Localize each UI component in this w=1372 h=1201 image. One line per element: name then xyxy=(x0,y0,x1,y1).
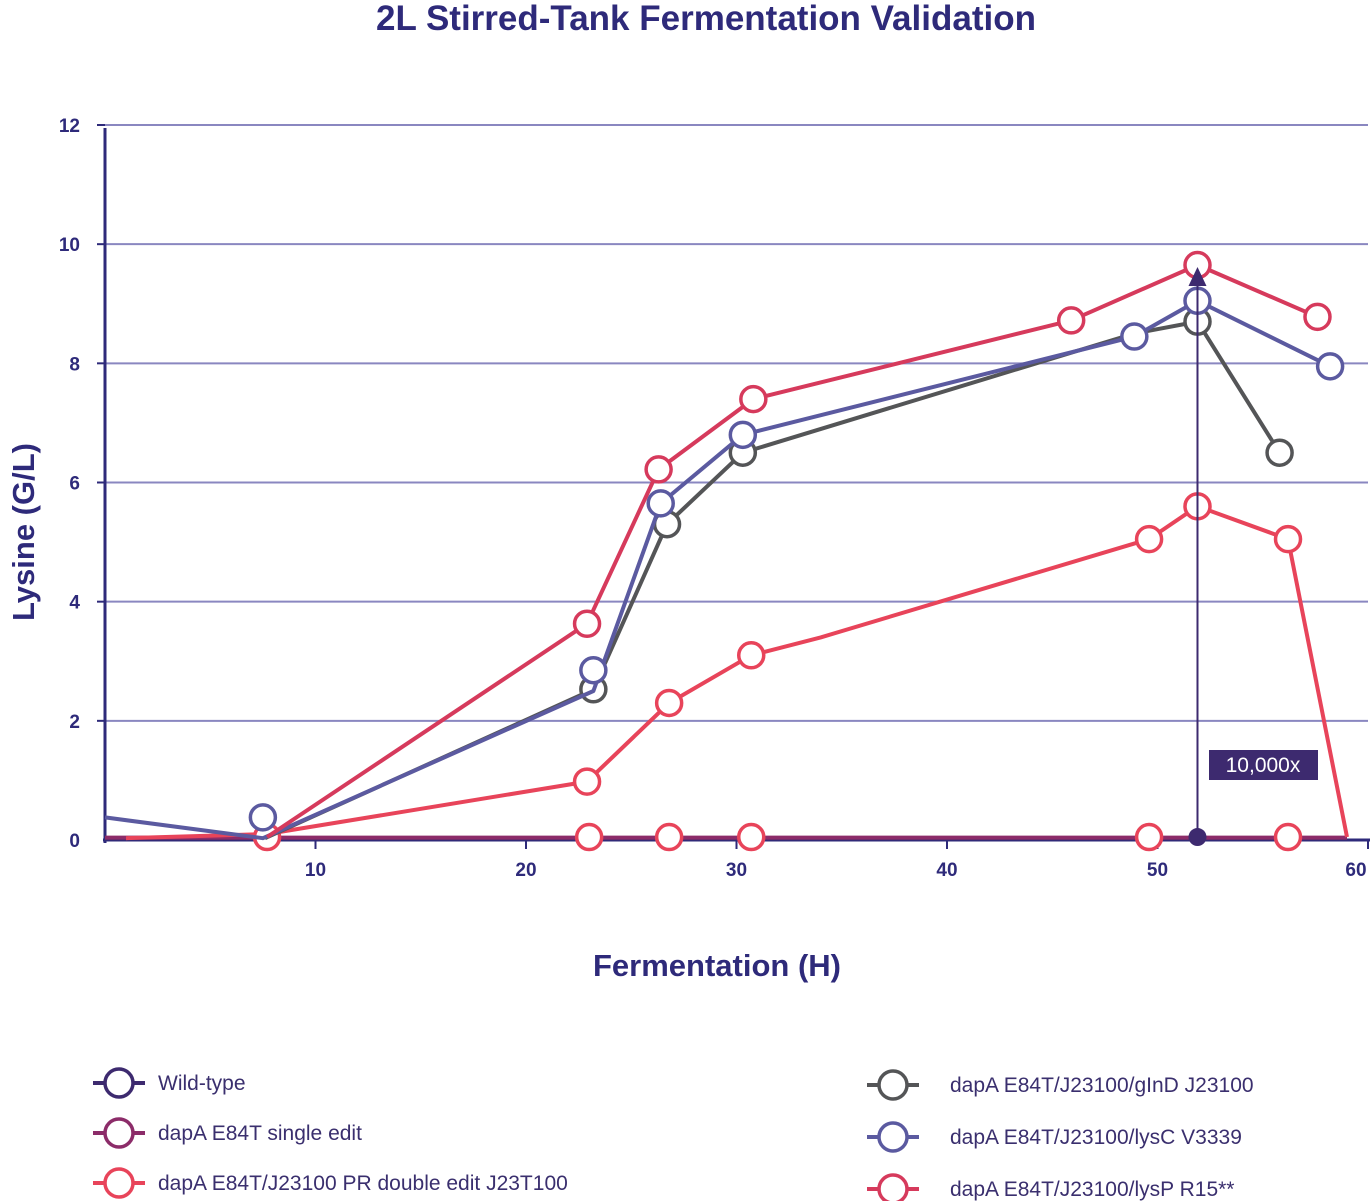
y-tick-label: 4 xyxy=(69,593,80,614)
legend-item-right-1: dapA E84T/J23100/lysC V3339 xyxy=(867,1121,1242,1153)
annotation-arrow-head xyxy=(1188,266,1207,286)
data-point xyxy=(1265,438,1294,467)
data-point xyxy=(572,609,602,638)
data-point xyxy=(644,455,673,484)
series-line xyxy=(104,298,1331,841)
legend: Wild-type dapA E84T single edit dapA E84T/… xyxy=(93,1067,1254,1201)
legend-item-left-2: dapA E84T/J23100 PR double edit J23T100 xyxy=(93,1167,568,1199)
data-point xyxy=(579,655,608,685)
annotation-badge-label: 10,000x xyxy=(1226,754,1301,777)
x-axis-label: Fermentation (H) xyxy=(593,948,841,983)
x-tick-label: 60 xyxy=(1345,860,1366,881)
y-tick-label: 12 xyxy=(59,116,80,137)
legend-item-left-1: dapA E84T single edit xyxy=(93,1117,362,1149)
y-tick-label: 10 xyxy=(59,235,80,256)
data-point xyxy=(1315,352,1345,381)
y-axis-label: Lysine (G/L) xyxy=(6,443,41,621)
chart-title: 2L Stirred-Tank Fermentation Validation xyxy=(376,0,1036,38)
data-point xyxy=(739,384,768,414)
legend-label: dapA E84T/J23100/lysP R15** xyxy=(950,1178,1234,1201)
legend-label: dapA E84T/J23100 PR double edit J23T100 xyxy=(158,1172,568,1195)
axes xyxy=(103,128,1370,843)
series-2 xyxy=(125,492,1349,852)
series-line xyxy=(125,504,1349,841)
data-point xyxy=(572,767,602,796)
y-tick-label: 6 xyxy=(69,474,80,495)
legend-marker xyxy=(103,1167,135,1199)
legend-marker xyxy=(103,1067,135,1099)
legend-marker xyxy=(103,1117,135,1149)
series-line xyxy=(265,263,1319,839)
y-tick-label: 8 xyxy=(69,354,80,375)
y-ticks: 0 2 4 6 8 10 12 xyxy=(59,116,105,852)
data-point xyxy=(574,822,604,852)
legend-item-left-0: Wild-type xyxy=(93,1067,246,1099)
legend-item-right-2: dapA E84T/J23100/lysP R15** xyxy=(867,1173,1234,1201)
annotation-dot xyxy=(1188,828,1207,847)
data-point xyxy=(654,688,684,718)
x-tick-label: 50 xyxy=(1147,860,1168,881)
data-point xyxy=(1120,322,1149,351)
annotation: 10,000x xyxy=(1188,266,1318,847)
y-tick-label: 2 xyxy=(69,712,80,733)
data-point xyxy=(1273,822,1303,852)
x-tick-label: 30 xyxy=(726,860,747,881)
grid xyxy=(105,124,1368,722)
legend-marker xyxy=(877,1069,909,1101)
series-line xyxy=(264,319,1282,841)
x-tick-label: 40 xyxy=(936,860,957,881)
data-point xyxy=(1056,306,1086,335)
legend-item-right-0: dapA E84T/J23100/gInD J23100 xyxy=(867,1069,1254,1101)
x-tick-label: 20 xyxy=(515,860,536,881)
data-point xyxy=(1303,302,1332,332)
legend-marker xyxy=(877,1121,909,1153)
data-point xyxy=(736,641,766,670)
legend-label: dapA E84T single edit xyxy=(158,1122,362,1145)
series-5 xyxy=(265,250,1332,839)
legend-label: dapA E84T/J23100/gInD J23100 xyxy=(950,1074,1254,1097)
series-layer xyxy=(104,250,1349,852)
data-point xyxy=(1273,524,1303,554)
data-point xyxy=(1134,524,1164,554)
legend-marker xyxy=(877,1173,909,1201)
data-point xyxy=(654,822,684,852)
x-ticks: 10 20 30 40 50 60 xyxy=(305,840,1369,881)
data-point xyxy=(728,420,758,450)
data-point xyxy=(1134,822,1164,852)
data-point xyxy=(248,803,278,832)
series-3 xyxy=(264,307,1294,841)
annotation-badge xyxy=(1209,750,1318,780)
y-tick-label: 0 xyxy=(69,831,80,852)
legend-label: Wild-type xyxy=(158,1072,246,1095)
legend-label: dapA E84T/J23100/lysC V3339 xyxy=(950,1126,1242,1149)
series-4 xyxy=(104,286,1345,841)
x-tick-label: 10 xyxy=(305,860,326,881)
data-point xyxy=(736,822,766,852)
data-point xyxy=(646,489,675,518)
